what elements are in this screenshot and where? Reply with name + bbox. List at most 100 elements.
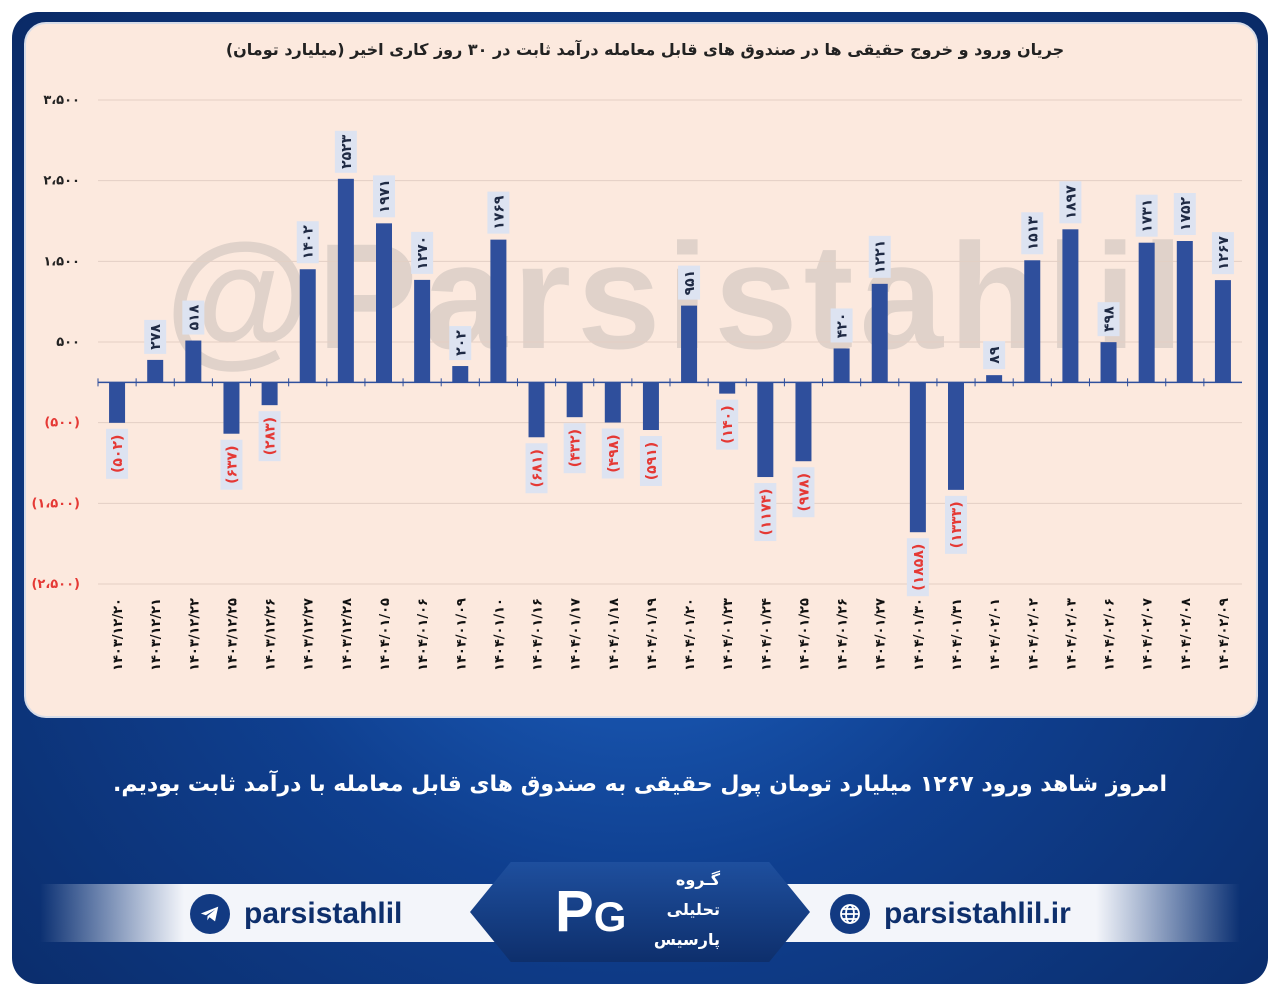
website-link[interactable]: parsistahlil.ir	[830, 892, 1071, 936]
logo-text: گـروه تحلیلی پارسیس	[530, 866, 720, 962]
data-label-box	[716, 399, 739, 450]
data-label: ۱۷۵۲	[1173, 193, 1196, 236]
data-label-text: ۴۲۰	[835, 313, 851, 339]
telegram-link[interactable]: parsistahlil	[190, 892, 402, 936]
x-tick-label: ۱۴۰۴/۰۱/۱۷	[569, 598, 584, 671]
x-tick-label: ۱۴۰۴/۰۲/۰۸	[1179, 598, 1194, 671]
data-label-text: ۵۱۸	[186, 304, 202, 330]
bar	[719, 382, 736, 394]
data-label-box	[639, 436, 662, 487]
data-label-box	[868, 235, 891, 278]
data-label: (۵۹۱)	[639, 436, 662, 487]
x-tick-label: ۱۴۰۳/۱۲/۲۷	[302, 598, 317, 671]
data-label-box	[334, 130, 357, 173]
bar	[1138, 242, 1155, 383]
bar	[1062, 229, 1079, 383]
bar	[147, 359, 164, 383]
x-tick-label: ۱۴۰۴/۰۲/۰۷	[1141, 598, 1156, 671]
y-tick-label: (۲،۵۰۰)	[31, 577, 80, 592]
x-tick-label: ۱۴۰۴/۰۲/۰۶	[1103, 598, 1118, 671]
x-tick-label: ۱۴۰۴/۰۱/۰۶	[416, 598, 431, 671]
y-tick-label: (۱،۵۰۰)	[31, 496, 80, 511]
telegram-handle: parsistahlil	[244, 897, 403, 930]
bar	[909, 382, 926, 533]
data-label-text: ۱۷۳۱	[1140, 199, 1156, 233]
data-label-text: ۴۹۸	[1102, 306, 1118, 332]
data-label-text: (۱۴۰)	[720, 405, 736, 443]
y-tick-label: ۳،۵۰۰	[43, 93, 80, 108]
data-label-box	[983, 341, 1006, 370]
data-label: (۴۹۸)	[601, 428, 624, 479]
x-tick-label: ۱۴۰۳/۱۲/۲۶	[264, 598, 279, 671]
x-tick-label: ۱۴۰۳/۱۲/۲۲	[187, 598, 202, 671]
bar	[109, 382, 126, 423]
data-label-text: ۱۸۹۷	[1063, 185, 1079, 220]
bar	[833, 348, 850, 383]
bar	[566, 382, 583, 418]
data-label: (۶۸۱)	[525, 443, 548, 494]
data-label-text: (۱۳۳۳)	[949, 501, 965, 548]
x-tick-label: ۱۴۰۴/۰۱/۲۷	[874, 598, 889, 671]
x-tick-label: ۱۴۰۴/۰۲/۰۹	[1217, 598, 1232, 671]
bar	[986, 375, 1003, 383]
data-label-text: ۱۲۶۷	[1216, 236, 1232, 271]
bar	[376, 223, 392, 383]
data-label-box	[296, 221, 319, 264]
data-label-text: (۴۹۸)	[606, 434, 622, 472]
bar	[337, 178, 354, 383]
bar	[299, 269, 316, 383]
bar	[642, 382, 659, 431]
data-label-text: (۱۸۵۸)	[911, 544, 927, 591]
data-label: ۱۷۳۱	[1135, 194, 1158, 237]
x-tick-label: ۱۴۰۴/۰۲/۰۱	[988, 598, 1003, 671]
data-label-box	[258, 411, 281, 462]
data-label: ۱۸۹۷	[1059, 181, 1082, 224]
telegram-icon	[190, 894, 230, 934]
x-tick-label: ۱۴۰۴/۰۱/۱۹	[645, 598, 660, 671]
data-label-text: ۱۴۰۲	[301, 225, 317, 260]
data-label-text: ۱۲۲۱	[873, 240, 889, 274]
x-tick-label: ۱۴۰۳/۱۲/۲۱	[149, 598, 164, 671]
x-tick-label: ۱۴۰۳/۱۲/۲۸	[340, 598, 355, 671]
data-label-box	[792, 467, 815, 518]
x-tick-label: ۱۴۰۴/۰۱/۲۵	[797, 598, 812, 671]
data-label: ۴۲۰	[830, 308, 853, 343]
data-label-box	[1097, 302, 1120, 337]
data-label: ۱۷۶۹	[487, 191, 510, 234]
data-label: ۹۵۱	[678, 265, 701, 300]
data-label: ۲۰۲	[449, 326, 472, 361]
data-label: (۱۴۰)	[716, 399, 739, 450]
data-label-text: (۵۹۱)	[644, 442, 660, 480]
data-label-text: (۶۳۷)	[224, 445, 240, 483]
bar	[795, 382, 812, 462]
x-tick-label: ۱۴۰۴/۰۱/۲۳	[721, 598, 736, 671]
bar	[604, 382, 621, 423]
x-tick-label: ۱۴۰۴/۰۱/۱۸	[607, 598, 622, 671]
data-label: ۸۹	[983, 341, 1006, 370]
y-tick-label: ۲،۵۰۰	[43, 174, 80, 189]
bar	[871, 283, 888, 383]
data-label-box	[411, 231, 434, 274]
bar	[261, 382, 278, 406]
bar	[757, 382, 774, 478]
x-tick-label: ۱۴۰۴/۰۱/۰۵	[378, 598, 393, 671]
data-label-box	[1173, 193, 1196, 236]
x-tick-label: ۱۴۰۳/۱۲/۲۵	[225, 598, 240, 671]
data-label-box	[563, 423, 586, 474]
data-label: (۶۳۷)	[220, 439, 243, 490]
data-label: (۱۱۷۴)	[754, 483, 777, 542]
data-label-text: (۴۳۲)	[568, 429, 584, 467]
data-label: ۴۹۸	[1097, 302, 1120, 337]
data-label: ۱۲۶۷	[1211, 232, 1234, 275]
data-label-box	[373, 175, 395, 218]
x-tick-label: ۱۴۰۴/۰۱/۲۶	[836, 598, 851, 671]
data-label-box	[754, 483, 777, 542]
bar	[452, 366, 469, 383]
bar	[223, 382, 240, 434]
data-label: (۹۷۸)	[792, 467, 815, 518]
data-label-box	[106, 428, 129, 479]
logo-line-1: گـروه	[675, 870, 720, 889]
data-label: (۵۰۲)	[106, 428, 129, 479]
x-tick-label: ۱۴۰۴/۰۱/۰۹	[454, 598, 469, 671]
data-label-box	[220, 439, 243, 490]
